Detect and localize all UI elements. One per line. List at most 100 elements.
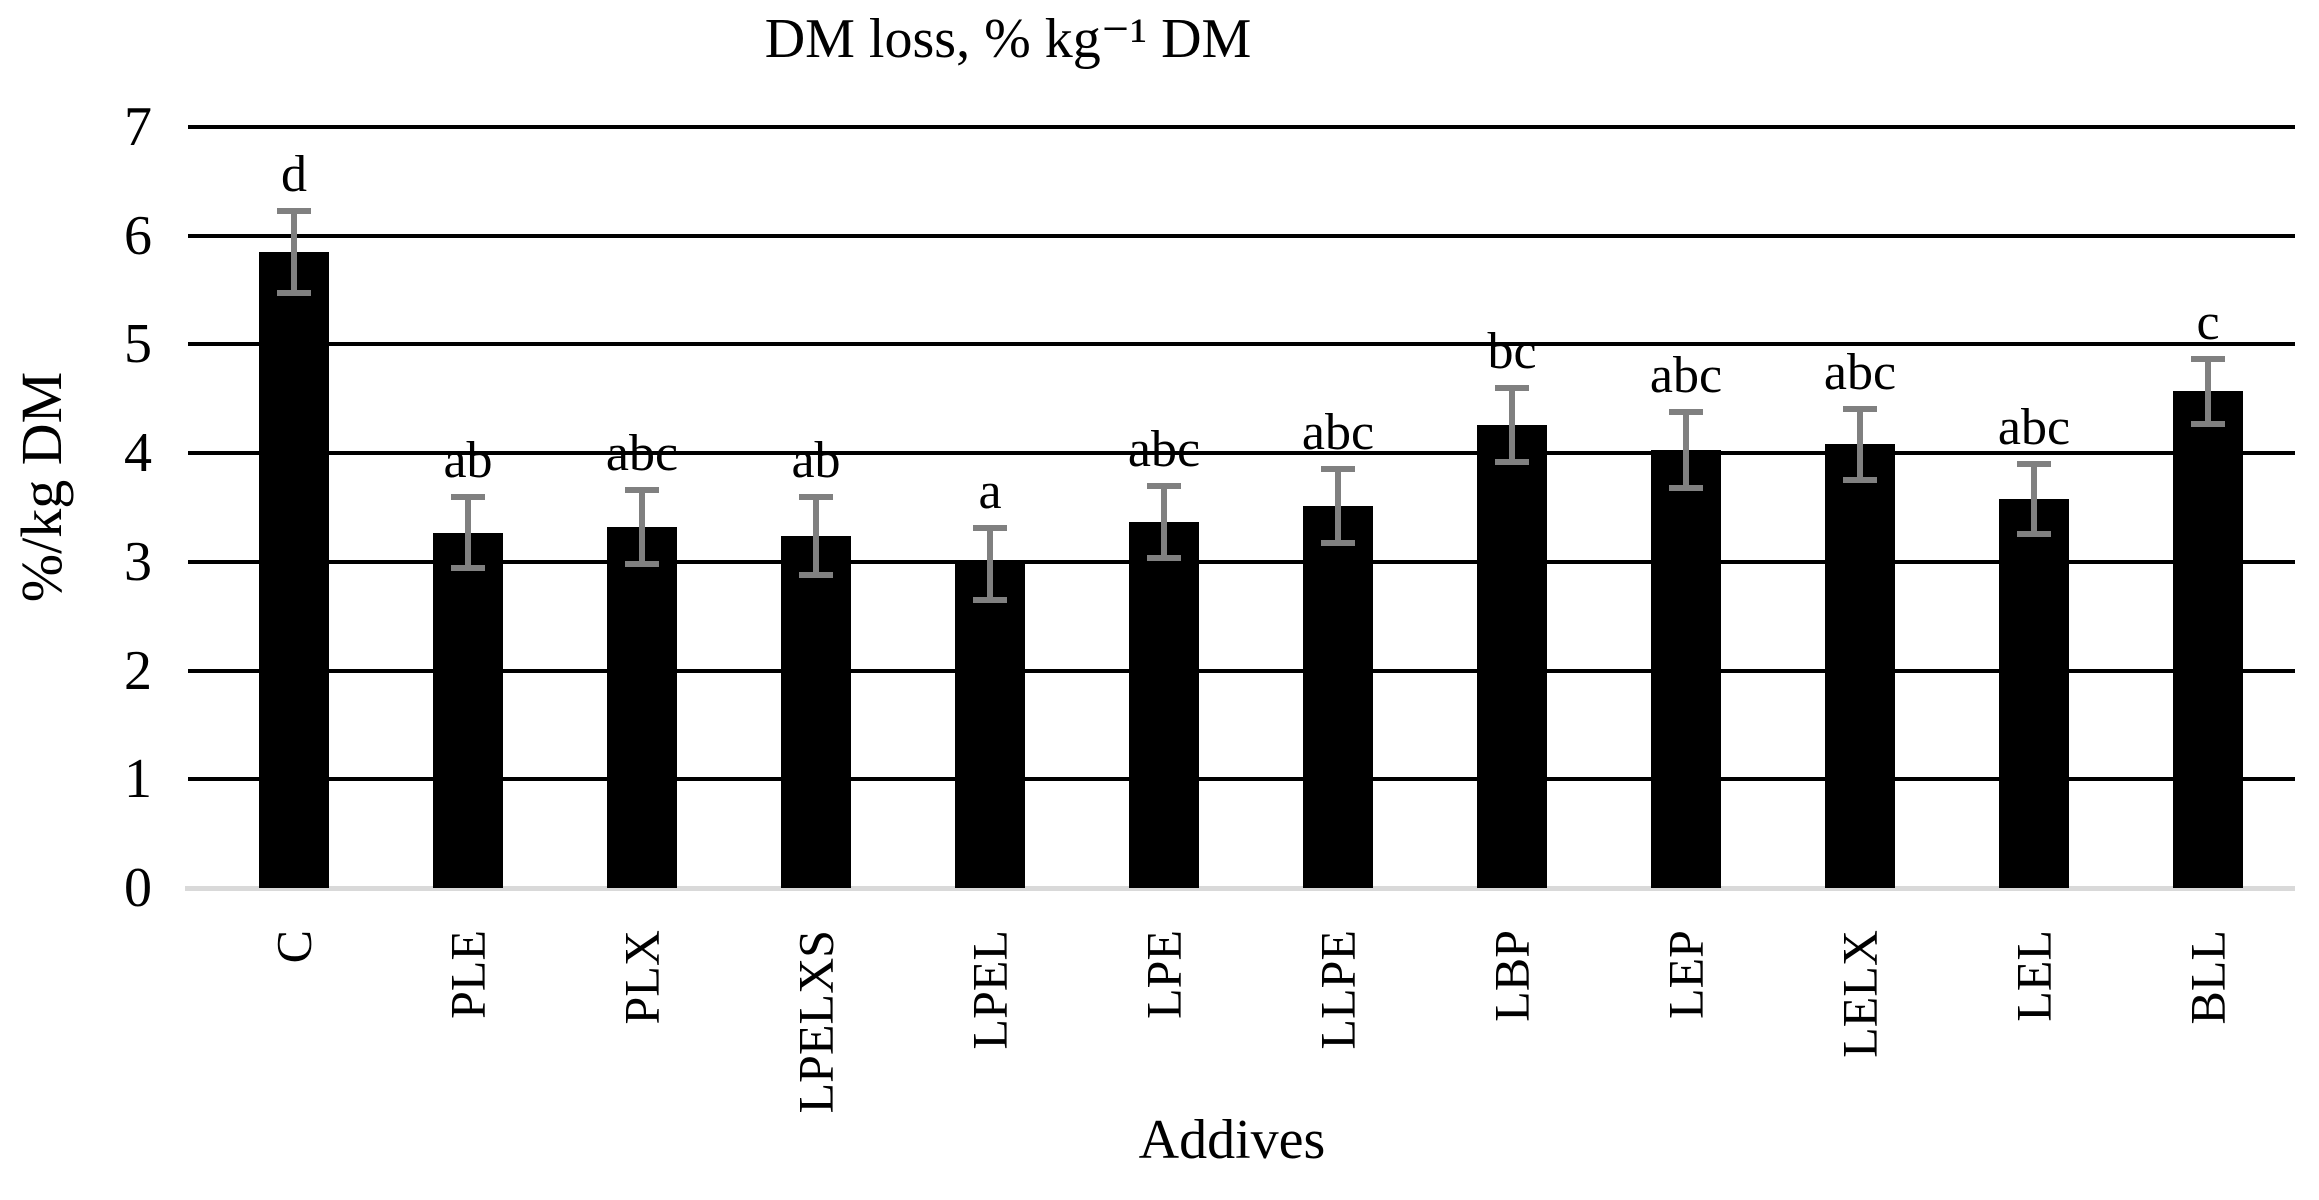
y-tick-label: 2 (124, 639, 152, 702)
error-bar-cap-bottom (625, 561, 659, 568)
significance-letter: abc (1823, 343, 1897, 401)
y-tick-mark (188, 777, 207, 782)
significance-letter: ab (443, 431, 493, 489)
error-bar-cap-bottom (1669, 484, 1703, 491)
bar (2173, 391, 2243, 888)
error-bar-cap-top (2017, 461, 2051, 467)
error-bar-cap-top (799, 493, 833, 500)
bar (607, 527, 677, 888)
error-bar (987, 528, 993, 600)
x-tick-label: LELX (1831, 930, 1888, 1058)
gridline (207, 451, 2295, 456)
significance-letter: c (2196, 293, 2220, 351)
y-tick-label: 6 (124, 204, 152, 267)
significance-letter: abc (1301, 404, 1375, 462)
y-tick-label: 3 (124, 530, 152, 593)
significance-letter: d (281, 145, 307, 203)
y-tick-mark (188, 125, 207, 129)
error-bar (465, 496, 471, 569)
bar (955, 564, 1025, 888)
error-bar-cap-top (1843, 405, 1877, 412)
gridline (207, 125, 2295, 129)
y-tick-label: 5 (124, 313, 152, 376)
error-bar (2205, 358, 2211, 424)
significance-letter: abc (605, 425, 679, 483)
gridline (207, 559, 2295, 564)
error-bar (1857, 408, 1863, 481)
error-bar-cap-bottom (1147, 554, 1181, 561)
x-tick-label: LBP (1483, 930, 1540, 1022)
error-bar-cap-bottom (451, 565, 485, 572)
y-tick-label: 4 (124, 422, 152, 485)
error-bar-cap-top (1147, 482, 1181, 489)
error-bar (291, 210, 297, 294)
bar (1651, 449, 1721, 888)
error-bar (1161, 485, 1167, 558)
bar (1477, 424, 1547, 888)
error-bar-cap-top (277, 207, 311, 214)
error-bar (1683, 411, 1689, 488)
error-bar (639, 490, 645, 565)
x-tick-label: LPEL (961, 930, 1018, 1050)
bar (1129, 521, 1199, 888)
gridline (207, 668, 2295, 673)
error-bar-cap-bottom (1321, 540, 1355, 547)
x-axis-title: Addives (1138, 1109, 1326, 1171)
error-bar (1509, 387, 1515, 462)
x-axis-line (185, 886, 2295, 891)
error-bar-cap-bottom (1495, 458, 1529, 465)
x-tick-label: PLX (613, 930, 670, 1025)
y-tick-mark (188, 559, 207, 564)
bar (1303, 506, 1373, 888)
significance-letter: abc (1649, 346, 1723, 404)
x-tick-label: LEL (2005, 930, 2062, 1022)
significance-letter: abc (1127, 420, 1201, 478)
error-bar-cap-top (973, 525, 1007, 532)
y-tick-mark (188, 342, 207, 347)
error-bar-cap-top (625, 487, 659, 494)
y-tick-label: 1 (124, 748, 152, 811)
x-tick-label: LEP (1657, 930, 1714, 1019)
chart-title: DM loss, % kg⁻¹ DM (764, 8, 1252, 70)
error-bar (2031, 464, 2037, 534)
y-tick-mark (188, 451, 207, 456)
error-bar (813, 496, 819, 575)
error-bar-cap-top (1669, 408, 1703, 415)
error-bar-cap-bottom (973, 596, 1007, 603)
significance-letter: bc (1487, 322, 1537, 380)
bar (1825, 444, 1895, 888)
error-bar-cap-bottom (277, 290, 311, 297)
significance-letter: a (978, 463, 1002, 521)
gridline (207, 777, 2295, 782)
bar (1999, 498, 2069, 888)
error-bar-cap-bottom (1843, 477, 1877, 484)
error-bar-cap-top (451, 493, 485, 500)
y-tick-label: 0 (124, 857, 152, 919)
x-tick-label: C (265, 930, 322, 964)
y-tick-mark (188, 233, 207, 238)
significance-letter: ab (791, 431, 841, 489)
error-bar-cap-bottom (2191, 420, 2225, 427)
error-bar-cap-bottom (2017, 530, 2051, 537)
bar (781, 535, 851, 888)
y-tick-label: 7 (124, 96, 152, 158)
error-bar-cap-top (2191, 355, 2225, 362)
error-bar-cap-top (1321, 466, 1355, 473)
significance-letter: abc (1997, 399, 2071, 456)
x-tick-label: BLL (2179, 930, 2236, 1025)
x-tick-label: LPELXS (787, 930, 844, 1114)
x-tick-label: PLE (439, 930, 496, 1019)
error-bar (1335, 469, 1341, 544)
x-tick-label: LPE (1135, 930, 1192, 1019)
error-bar-cap-top (1495, 384, 1529, 391)
bar (433, 532, 503, 888)
y-tick-mark (188, 668, 207, 673)
error-bar-cap-bottom (799, 571, 833, 578)
gridline (207, 233, 2295, 238)
gridline (207, 342, 2295, 347)
y-tick-mark (188, 886, 207, 890)
x-tick-label: LLPE (1309, 930, 1366, 1050)
bar (259, 252, 329, 888)
